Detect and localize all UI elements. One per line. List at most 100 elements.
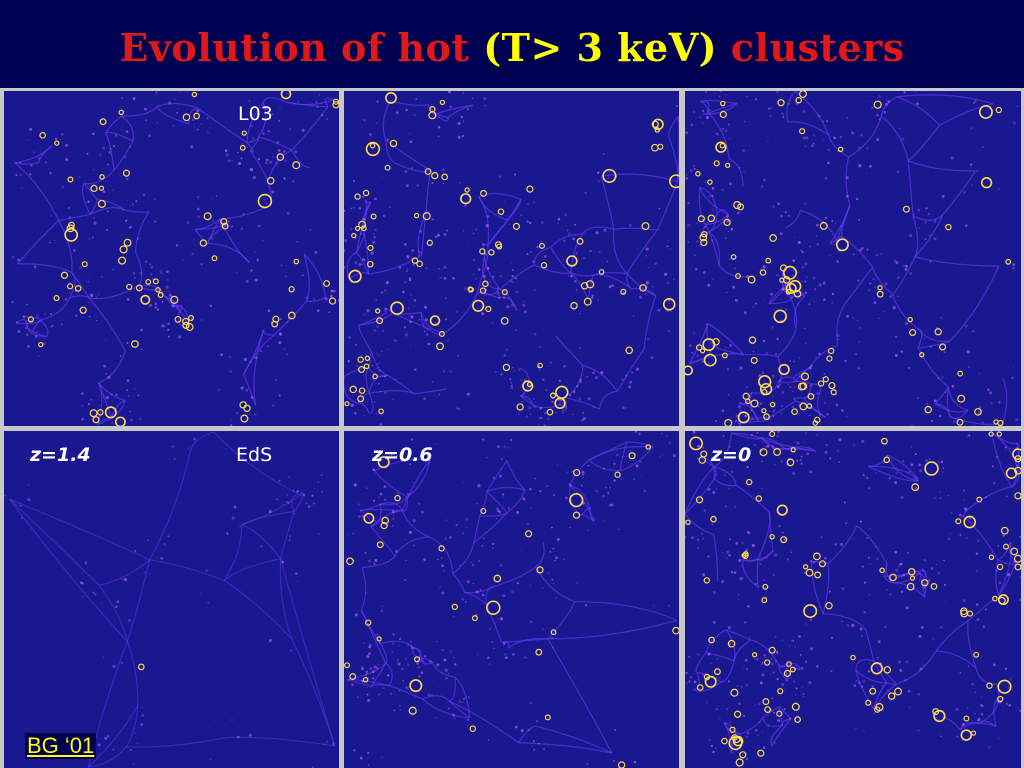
cluster-ring-icon: [1014, 492, 1021, 500]
cluster-ring-icon: [384, 164, 391, 171]
cluster-ring-icon: [723, 218, 731, 227]
cluster-ring-icon: [933, 709, 946, 723]
cluster-ring-icon: [996, 563, 1004, 571]
cluster-ring-icon: [546, 408, 554, 416]
cluster-ring-icon: [346, 557, 354, 566]
cluster-ring-icon: [652, 118, 664, 131]
cluster-ring-icon: [550, 392, 556, 399]
cluster-ring-icon: [323, 280, 331, 287]
cluster-ring-icon: [729, 726, 736, 733]
cluster-ring-icon: [755, 495, 763, 502]
cluster-ring-icon: [750, 399, 759, 408]
cluster-ring-icon: [697, 215, 705, 223]
panel-image-top-middle: [344, 91, 679, 426]
cluster-ring-icon: [721, 352, 728, 359]
cluster-ring-icon: [806, 403, 813, 409]
cluster-ring-icon: [902, 205, 910, 213]
cluster-ring-icon: [363, 363, 370, 370]
cluster-ring-icon: [114, 416, 126, 426]
slide-title: Evolution of hot (T> 3 keV) clusters: [0, 0, 1024, 88]
cluster-ring-icon: [485, 305, 492, 313]
cluster-ring-icon: [123, 238, 132, 247]
cluster-ring-icon: [381, 516, 389, 525]
cluster-ring-icon: [759, 448, 768, 457]
cluster-ring-icon: [930, 583, 938, 590]
cluster-ring-icon: [747, 275, 756, 284]
cluster-ring-icon: [662, 298, 676, 311]
cluster-ring-icon: [536, 566, 544, 574]
cluster-ring-icon: [802, 564, 809, 570]
cluster-ring-icon: [759, 269, 767, 276]
cluster-ring-icon: [698, 456, 707, 464]
redshift-label-z14: z=1.4: [30, 444, 91, 466]
cluster-ring-icon: [703, 673, 711, 681]
cluster-ring-icon: [869, 687, 877, 695]
panel-bottom-left: z=1.4 EdS: [4, 431, 339, 768]
cluster-ring-icon: [358, 366, 365, 373]
cluster-markers: [344, 91, 679, 416]
cluster-ring-icon: [791, 702, 800, 711]
cluster-ring-icon: [137, 663, 145, 671]
cluster-ring-icon: [628, 452, 636, 460]
cluster-ring-icon: [357, 356, 364, 363]
cluster-ring-icon: [522, 380, 534, 392]
cluster-ring-icon: [145, 278, 152, 285]
cluster-ring-icon: [825, 602, 833, 610]
cluster-ring-icon: [934, 328, 942, 336]
cluster-ring-icon: [241, 130, 247, 136]
title-part-2: (T> 3 keV): [483, 25, 718, 70]
cluster-ring-icon: [377, 456, 390, 469]
cluster-ring-icon: [365, 619, 372, 626]
cluster-ring-icon: [710, 515, 717, 523]
cluster-ring-icon: [748, 336, 757, 344]
cluster-ring-icon: [966, 610, 974, 617]
cluster-ring-icon: [909, 575, 916, 581]
cluster-ring-icon: [695, 496, 704, 504]
cluster-ring-icon: [92, 416, 100, 424]
cluster-ring-icon: [152, 278, 159, 285]
matter-speckles: [11, 91, 339, 426]
cluster-ring-icon: [826, 355, 833, 362]
panel-bottom-middle: z=0.6: [344, 431, 679, 768]
cluster-ring-icon: [645, 444, 651, 450]
cluster-ring-icon: [441, 173, 449, 181]
cluster-ring-icon: [288, 286, 295, 293]
cluster-ring-icon: [479, 248, 486, 255]
cluster-ring-icon: [761, 597, 768, 604]
cluster-ring-icon: [785, 282, 797, 294]
cluster-ring-icon: [782, 265, 798, 280]
cluster-ring-icon: [763, 413, 770, 420]
cluster-ring-icon: [157, 292, 164, 298]
cluster-ring-icon: [90, 184, 98, 193]
cluster-ring-icon: [472, 299, 485, 312]
cluster-ring-icon: [349, 673, 357, 681]
credit-link[interactable]: BG ‘01: [25, 733, 97, 759]
cluster-ring-icon: [140, 294, 151, 305]
cluster-ring-icon: [704, 675, 717, 688]
cluster-ring-icon: [769, 534, 775, 540]
cluster-ring-icon: [38, 341, 44, 348]
cluster-ring-icon: [60, 271, 69, 279]
cluster-ring-icon: [439, 99, 446, 106]
model-label-eds: EdS: [236, 444, 273, 466]
cluster-ring-icon: [707, 179, 713, 185]
cluster-ring-icon: [703, 577, 710, 584]
cluster-ring-icon: [783, 669, 792, 678]
cluster-ring-icon: [876, 290, 884, 298]
cluster-ring-icon: [364, 355, 370, 361]
cluster-ring-icon: [956, 418, 964, 426]
cluster-ring-icon: [739, 751, 747, 759]
cluster-ring-icon: [583, 297, 592, 306]
title-part-1: Evolution of hot: [119, 25, 484, 70]
cluster-ring-icon: [460, 193, 472, 205]
cluster-ring-icon: [963, 515, 977, 529]
panel-background: [344, 431, 679, 768]
cluster-ring-icon: [199, 239, 208, 247]
cluster-ring-icon: [469, 725, 477, 732]
cluster-ring-icon: [814, 571, 822, 579]
panel-image-top-right: [685, 91, 1021, 426]
cluster-ring-icon: [875, 703, 884, 712]
cluster-ring-icon: [480, 189, 488, 197]
cluster-ring-icon: [830, 389, 837, 396]
